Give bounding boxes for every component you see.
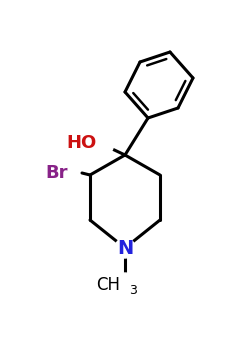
Text: HO: HO [67, 134, 97, 152]
Circle shape [48, 159, 76, 187]
Text: N: N [117, 238, 133, 258]
Circle shape [116, 273, 134, 291]
Circle shape [115, 238, 135, 258]
Text: CH: CH [96, 276, 120, 294]
Circle shape [86, 129, 114, 157]
Text: 3: 3 [129, 285, 137, 297]
Text: Br: Br [46, 164, 68, 182]
